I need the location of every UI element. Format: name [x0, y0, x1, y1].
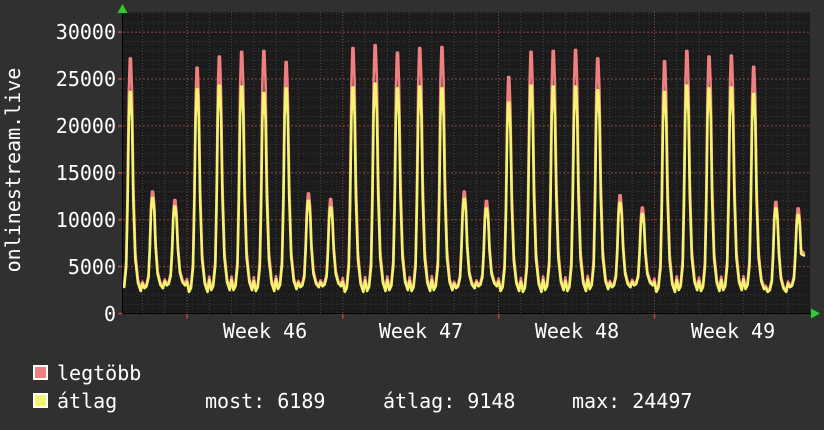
- stat-atlag: átlag: 9148: [383, 389, 516, 413]
- x-axis-week-label: Week 49: [690, 319, 776, 343]
- y-axis-tick-label: 20000: [55, 114, 116, 138]
- y-axis-tick-label: 10000: [55, 208, 116, 232]
- stat-max: max: 24497: [572, 389, 693, 413]
- y-axis-tick-label: 15000: [55, 161, 116, 185]
- y-axis-tick-label: 5000: [67, 255, 116, 279]
- legend-label-legtobb: legtöbb: [57, 361, 142, 385]
- legend-swatch-atlag: [33, 393, 48, 408]
- chart-title: onlinestream.live: [1, 67, 25, 273]
- legend-swatch-legtobb: [33, 365, 48, 380]
- x-axis-week-label: Week 48: [534, 319, 620, 343]
- series-line-atlag: [122, 82, 806, 294]
- y-axis-tick-label: 0: [103, 302, 116, 326]
- x-axis-arrow-icon: [811, 308, 820, 319]
- y-axis-tick-label: 30000: [55, 20, 116, 44]
- y-axis-tick-label: 25000: [55, 67, 116, 91]
- stat-most: most: 6189: [205, 389, 326, 413]
- legend-label-atlag: átlag: [57, 389, 118, 413]
- y-axis-arrow-icon: [117, 4, 128, 13]
- x-axis-week-label: Week 47: [378, 319, 464, 343]
- x-axis-week-label: Week 46: [222, 319, 308, 343]
